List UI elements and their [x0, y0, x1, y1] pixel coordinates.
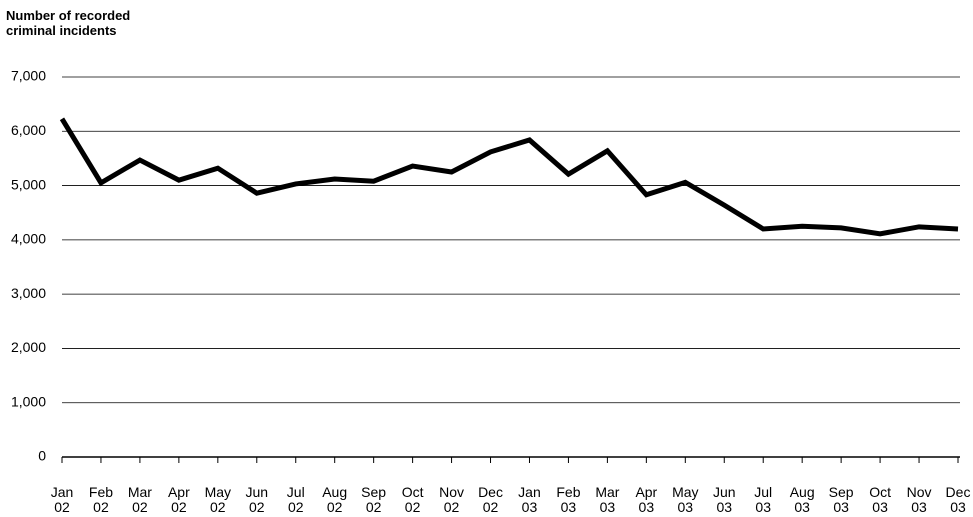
x-tick-label: Aug 02: [322, 484, 348, 515]
x-tick-label: Jun 02: [245, 484, 269, 515]
x-tick-label: Apr 02: [167, 484, 190, 515]
x-tick-label: Sep 02: [361, 484, 387, 515]
y-tick-label: 2,000: [11, 339, 46, 355]
x-tick-label: Dec 02: [478, 484, 503, 515]
x-tick-label: Jul 03: [754, 484, 773, 515]
x-tick-label: Oct 02: [401, 484, 424, 515]
chart-title: Number of recorded criminal incidents: [6, 8, 131, 38]
x-tick-label: Nov 02: [439, 484, 465, 515]
y-tick-label: 1,000: [11, 393, 46, 409]
x-tick-label: Nov 03: [906, 484, 932, 515]
x-tick-label: Mar 02: [127, 484, 152, 515]
x-tick-label: Jan 03: [518, 484, 541, 515]
y-tick-label: 7,000: [11, 68, 46, 84]
x-tick-label: Apr 03: [635, 484, 658, 515]
x-tick-label: May 02: [204, 484, 232, 515]
y-tick-label: 4,000: [11, 231, 46, 247]
x-tick-label: Feb 03: [556, 484, 581, 515]
y-tick-label: 3,000: [11, 285, 46, 301]
x-tick-label: Sep 03: [828, 484, 854, 515]
x-tick-label: Dec 03: [945, 484, 971, 515]
y-tick-label: 5,000: [11, 176, 46, 192]
data-line: [59, 117, 959, 237]
y-tick-label: 0: [38, 448, 46, 464]
y-tick-label: 6,000: [11, 122, 46, 138]
x-tick-label: Oct 03: [869, 484, 891, 515]
x-tick-label: May 03: [672, 484, 699, 515]
x-tick-label: Jun 03: [712, 484, 736, 515]
x-tick-label: Jan 02: [50, 484, 74, 515]
x-tick-label: Aug 03: [789, 484, 815, 515]
x-tick-label: Jul 02: [286, 484, 305, 515]
x-tick-label: Mar 03: [595, 484, 620, 515]
x-tick-label: Feb 02: [88, 484, 114, 515]
